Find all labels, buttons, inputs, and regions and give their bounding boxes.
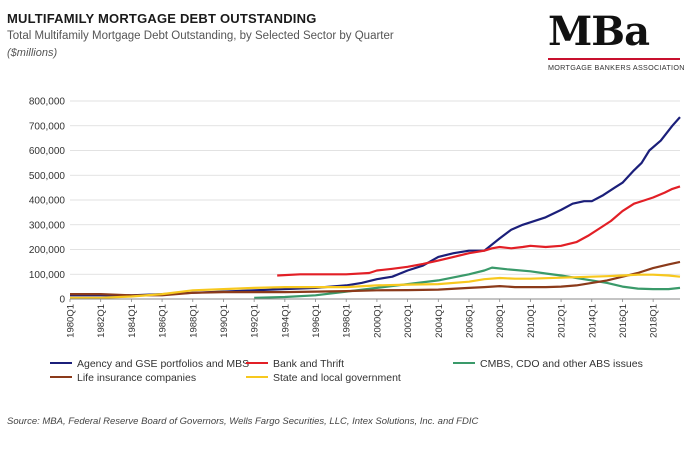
x-tick-label: 1990Q1 [219, 304, 230, 338]
legend-item-agency: Agency and GSE portfolios and MBS [50, 358, 249, 370]
legend-swatch [50, 375, 72, 379]
chart-title: MULTIFAMILY MORTGAGE DEBT OUTSTANDING [7, 11, 317, 26]
legend-item-cmbs: CMBS, CDO and other ABS issues [453, 358, 643, 370]
x-axis-ticks: 1980Q1 1982Q1 1984Q1 1986Q1 1988Q1 1990Q1 1992… [66, 299, 660, 338]
source-note: Source: MBA, Federal Reserve Board of Go… [7, 416, 479, 427]
legend-swatch [246, 375, 268, 379]
y-tick-label: 400,000 [29, 196, 66, 207]
legend-item-life: Life insurance companies [50, 372, 196, 384]
mba-logo: MBa MORTGAGE BANKERS ASSOCIATION [548, 12, 688, 72]
y-tick-label: 300,000 [29, 220, 66, 231]
series-line-1 [277, 185, 681, 277]
x-tick-label: 2014Q1 [587, 304, 598, 338]
x-tick-label: 1982Q1 [96, 304, 107, 338]
legend-swatch [453, 361, 475, 365]
legend-label: Agency and GSE portfolios and MBS [77, 358, 250, 370]
x-tick-label: 2008Q1 [495, 304, 506, 338]
legend-item-state: State and local government [246, 372, 401, 384]
legend-swatch [246, 361, 268, 365]
x-tick-label: 2010Q1 [526, 304, 537, 338]
x-tick-label: 2016Q1 [618, 304, 629, 338]
legend-label: Bank and Thrift [273, 358, 345, 370]
y-tick-label: 0 [59, 295, 65, 306]
y-tick-label: 700,000 [29, 121, 66, 132]
y-tick-label: 100,000 [29, 270, 66, 281]
chart-subtitle: Total Multifamily Mortgage Debt Outstand… [7, 30, 394, 42]
x-tick-label: 1998Q1 [342, 304, 353, 338]
legend-label: State and local government [273, 372, 401, 384]
units-label: ($millions) [7, 47, 58, 59]
y-tick-label: 200,000 [29, 245, 66, 256]
legend-swatch [50, 361, 72, 365]
x-tick-label: 1992Q1 [250, 304, 261, 338]
x-tick-label: 1986Q1 [158, 304, 169, 338]
x-tick-label: 1988Q1 [188, 304, 199, 338]
y-tick-label: 500,000 [29, 171, 66, 182]
x-tick-label: 2002Q1 [403, 304, 414, 338]
x-tick-label: 2004Q1 [434, 304, 445, 338]
x-tick-label: 1984Q1 [127, 304, 138, 338]
x-tick-label: 2000Q1 [372, 304, 383, 338]
series-line-4 [70, 273, 681, 299]
x-tick-label: 1996Q1 [311, 304, 322, 338]
chart-grid [70, 100, 680, 275]
y-tick-label: 600,000 [29, 146, 66, 157]
x-tick-label: 2018Q1 [649, 304, 660, 338]
y-axis-ticks: 0 100,000 200,000 300,000 400,000 500,000 600,… [29, 97, 66, 306]
legend-label: Life insurance companies [77, 372, 197, 384]
series-line-3 [70, 260, 681, 297]
legend-item-bank: Bank and Thrift [246, 358, 344, 370]
logo-tagline: MORTGAGE BANKERS ASSOCIATION [548, 63, 685, 72]
legend-label: CMBS, CDO and other ABS issues [480, 358, 643, 370]
y-tick-label: 800,000 [29, 97, 66, 108]
logo-wordmark: MBa [548, 8, 650, 55]
x-tick-label: 2012Q1 [557, 304, 568, 338]
logo-divider [548, 58, 680, 60]
x-tick-label: 1994Q1 [280, 304, 291, 338]
series-line-0 [70, 116, 681, 297]
chart-series [70, 116, 681, 299]
x-tick-label: 2006Q1 [464, 304, 475, 338]
x-tick-label: 1980Q1 [66, 304, 77, 338]
